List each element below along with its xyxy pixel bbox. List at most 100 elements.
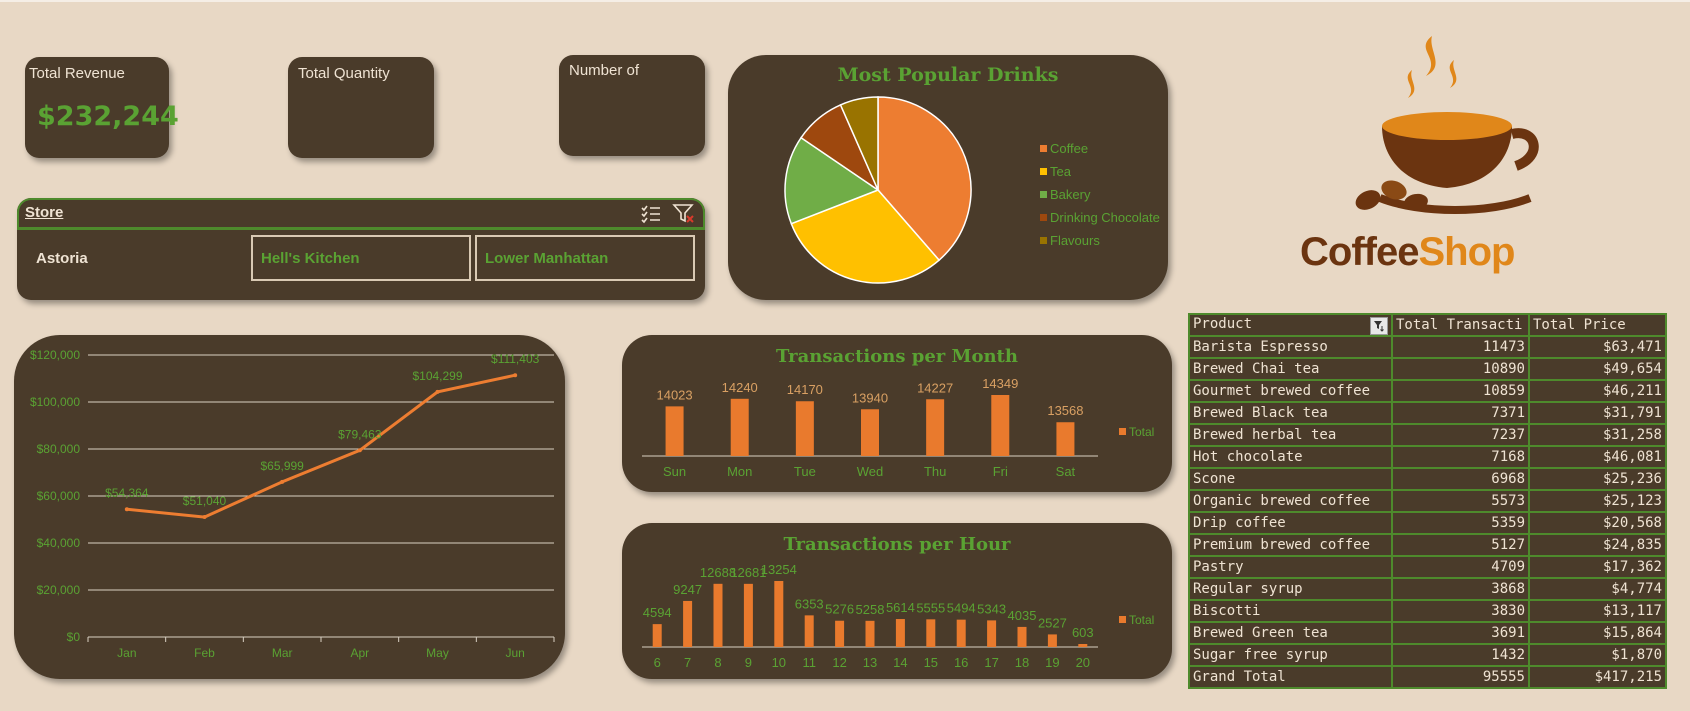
cell-product[interactable]: Gourmet brewed coffee — [1188, 379, 1393, 403]
bar[interactable] — [730, 398, 749, 456]
cell-price[interactable]: $25,123 — [1528, 489, 1667, 513]
revenue-point[interactable] — [280, 479, 285, 484]
bar[interactable] — [956, 619, 966, 647]
clear-filter-icon[interactable] — [672, 203, 696, 229]
cell-product[interactable]: Grand Total — [1188, 665, 1393, 689]
cell-transactions[interactable]: 3830 — [1391, 599, 1530, 623]
bar[interactable] — [683, 600, 693, 647]
cell-transactions[interactable]: 5359 — [1391, 511, 1530, 535]
cell-transactions[interactable]: 10859 — [1391, 379, 1530, 403]
bar[interactable] — [1056, 422, 1075, 456]
slicer-option-astoria[interactable]: Astoria — [36, 249, 88, 267]
cell-price[interactable]: $24,835 — [1528, 533, 1667, 557]
bar[interactable] — [895, 619, 905, 647]
bar[interactable] — [1078, 643, 1088, 647]
legend-entry[interactable]: Flavours — [1050, 233, 1100, 248]
cell-price[interactable]: $15,864 — [1528, 621, 1667, 645]
bar[interactable] — [743, 583, 753, 647]
cell-price[interactable]: $25,236 — [1528, 467, 1667, 491]
revenue-point[interactable] — [357, 448, 362, 453]
cell-transactions[interactable]: 95555 — [1391, 665, 1530, 689]
cell-transactions[interactable]: 10890 — [1391, 357, 1530, 381]
legend-entry[interactable]: Drinking Chocolate — [1050, 210, 1160, 225]
cell-product[interactable]: Brewed Black tea — [1188, 401, 1393, 425]
cell-product[interactable]: Premium brewed coffee — [1188, 533, 1393, 557]
legend-entry[interactable]: Total — [1129, 425, 1154, 439]
cell-product[interactable]: Brewed Chai tea — [1188, 357, 1393, 381]
header-product[interactable]: Product — [1188, 313, 1393, 337]
bar[interactable] — [804, 615, 814, 647]
cell-product[interactable]: Biscotti — [1188, 599, 1393, 623]
cell-product[interactable]: Brewed herbal tea — [1188, 423, 1393, 447]
bar[interactable] — [774, 581, 784, 647]
kpi-total-quantity[interactable]: Total Quantity — [288, 57, 434, 158]
cell-price[interactable]: $1,870 — [1528, 643, 1667, 667]
cell-transactions[interactable]: 1432 — [1391, 643, 1530, 667]
pie-slice[interactable] — [839, 96, 879, 191]
bar[interactable] — [652, 624, 662, 647]
cell-price[interactable]: $417,215 — [1528, 665, 1667, 689]
bar[interactable] — [665, 406, 684, 456]
cell-price[interactable]: $49,654 — [1528, 357, 1667, 381]
cell-price[interactable]: $13,117 — [1528, 599, 1667, 623]
revenue-point[interactable] — [124, 507, 129, 512]
bar[interactable] — [865, 620, 875, 647]
cell-price[interactable]: $31,791 — [1528, 401, 1667, 425]
bar[interactable] — [713, 583, 723, 647]
revenue-point[interactable] — [435, 389, 440, 394]
cell-transactions[interactable]: 7168 — [1391, 445, 1530, 469]
cell-transactions[interactable]: 3868 — [1391, 577, 1530, 601]
filter-dropdown-icon[interactable] — [1370, 316, 1388, 334]
bar[interactable] — [926, 399, 945, 456]
cell-product[interactable]: Pastry — [1188, 555, 1393, 579]
bar[interactable] — [1017, 626, 1027, 647]
cell-product[interactable]: Regular syrup — [1188, 577, 1393, 601]
legend-entry[interactable]: Coffee — [1050, 141, 1088, 156]
cell-price[interactable]: $46,081 — [1528, 445, 1667, 469]
bar[interactable] — [987, 620, 997, 647]
cell-product[interactable]: Drip coffee — [1188, 511, 1393, 535]
slicer-option-hells-kitchen[interactable]: Hell's Kitchen — [251, 235, 471, 281]
slicer-option-lower-manhattan[interactable]: Lower Manhattan — [475, 235, 695, 281]
cell-price[interactable]: $4,774 — [1528, 577, 1667, 601]
revenue-point[interactable] — [513, 373, 518, 378]
cell-transactions[interactable]: 5127 — [1391, 533, 1530, 557]
bar[interactable] — [991, 395, 1010, 456]
header-total-price[interactable]: Total Price — [1528, 313, 1667, 337]
kpi-total-revenue[interactable]: Total Revenue $232,244 — [25, 57, 179, 158]
cell-transactions[interactable]: 11473 — [1391, 335, 1530, 359]
multi-select-icon[interactable] — [640, 204, 662, 228]
legend-entry[interactable]: Total — [1129, 613, 1154, 627]
pie-slice[interactable] — [790, 189, 941, 284]
kpi-number-of-transactions[interactable]: Number of — [559, 55, 705, 156]
cell-product[interactable]: Organic brewed coffee — [1188, 489, 1393, 513]
bar[interactable] — [861, 409, 879, 456]
cell-price[interactable]: $20,568 — [1528, 511, 1667, 535]
bar[interactable] — [795, 401, 814, 456]
cell-transactions[interactable]: 6968 — [1391, 467, 1530, 491]
cell-transactions[interactable]: 7237 — [1391, 423, 1530, 447]
bar[interactable] — [1047, 634, 1057, 647]
cell-transactions[interactable]: 5573 — [1391, 489, 1530, 513]
cell-product[interactable]: Scone — [1188, 467, 1393, 491]
revenue-series-line[interactable] — [126, 373, 516, 519]
pie-slice[interactable] — [877, 96, 972, 262]
cell-transactions[interactable]: 7371 — [1391, 401, 1530, 425]
legend-entry[interactable]: Tea — [1050, 164, 1072, 179]
cell-price[interactable]: $31,258 — [1528, 423, 1667, 447]
bar[interactable] — [926, 619, 936, 647]
cell-transactions[interactable]: 4709 — [1391, 555, 1530, 579]
cell-product[interactable]: Barista Espresso — [1188, 335, 1393, 359]
legend-entry[interactable]: Bakery — [1050, 187, 1091, 202]
cell-product[interactable]: Sugar free syrup — [1188, 643, 1393, 667]
cell-price[interactable]: $46,211 — [1528, 379, 1667, 403]
revenue-point[interactable] — [202, 515, 207, 520]
cell-product[interactable]: Brewed Green tea — [1188, 621, 1393, 645]
cell-product[interactable]: Hot chocolate — [1188, 445, 1393, 469]
cell-price[interactable]: $63,471 — [1528, 335, 1667, 359]
header-total-transactions[interactable]: Total Transacti — [1391, 313, 1530, 337]
pie-slice[interactable] — [784, 136, 880, 225]
cell-transactions[interactable]: 3691 — [1391, 621, 1530, 645]
bar[interactable] — [835, 620, 845, 647]
cell-price[interactable]: $17,362 — [1528, 555, 1667, 579]
